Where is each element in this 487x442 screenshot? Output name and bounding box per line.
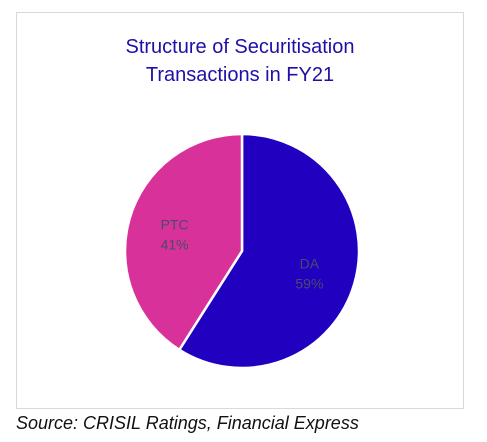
chart-title: Structure of Securitisation Transactions… [17,33,463,89]
pie-chart: DA 59% PTC 41% [123,132,361,370]
slice-label-ptc: PTC [161,216,189,232]
source-note: Source: CRISIL Ratings, Financial Expres… [16,413,359,433]
chart-title-line-2: Transactions in FY21 [145,64,335,86]
slice-percent-da: 59% [295,276,323,292]
pie-slice-da [177,132,361,370]
pie-slice-ptc [123,132,244,352]
chart-frame: Structure of Securitisation Transactions… [16,12,464,409]
slice-label-da: DA [300,256,320,272]
chart-title-line-1: Structure of Securitisation [125,36,355,58]
slice-percent-ptc: 41% [161,236,189,252]
